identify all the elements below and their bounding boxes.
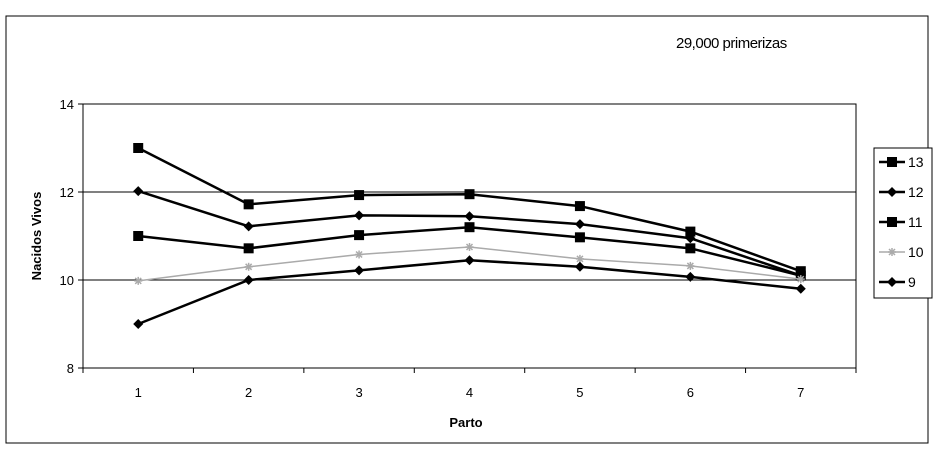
- data-point-9-1: [133, 319, 144, 329]
- legend-item-11: 11: [879, 214, 923, 230]
- x-tick-label: 4: [466, 385, 473, 400]
- data-point-11-5: [574, 232, 585, 243]
- series-line-9: [137, 258, 801, 326]
- data-point-10-6: [686, 261, 695, 270]
- y-tick-label: 8: [67, 361, 74, 376]
- data-point-10-5: [575, 254, 584, 263]
- data-point-13-6: [685, 226, 696, 237]
- x-tick-label: 5: [576, 385, 583, 400]
- data-point-12-5: [574, 219, 585, 230]
- series-9: [133, 255, 806, 329]
- data-point-10-1: [134, 276, 143, 285]
- series-line-13: [137, 146, 802, 273]
- legend-label: 13: [908, 154, 924, 170]
- data-point-13-3: [354, 190, 365, 201]
- legend-label: 11: [908, 214, 923, 230]
- legend-item-12: 12: [879, 184, 924, 200]
- x-tick-label: 1: [135, 385, 142, 400]
- data-point-9-6: [685, 271, 696, 282]
- data-point-10-7: [796, 275, 805, 284]
- data-point-12-6: [685, 233, 696, 244]
- gridlines: [83, 191, 856, 281]
- x-tick-label: 7: [797, 385, 804, 400]
- legend-item-13: 13: [879, 154, 924, 170]
- data-point-9-5: [574, 261, 585, 272]
- plot-area: [82, 103, 857, 369]
- data-point-13-2: [243, 199, 254, 210]
- data-point-13-4: [464, 189, 475, 200]
- legend-label: 10: [908, 244, 924, 260]
- data-point-11-1: [133, 231, 144, 241]
- y-tick-label: 10: [60, 273, 74, 288]
- data-point-11-6: [685, 243, 696, 254]
- series-12: [133, 186, 806, 281]
- data-point-12-2: [243, 221, 254, 232]
- y-tick-label: 12: [60, 185, 74, 200]
- series-11: [133, 222, 806, 281]
- data-point-9-7: [795, 283, 806, 294]
- data-point-11-3: [354, 230, 365, 241]
- legend-label: 9: [908, 274, 916, 290]
- data-point-9-3: [354, 265, 365, 276]
- data-point-12-3: [354, 210, 365, 221]
- legend-item-10: 10: [879, 244, 924, 260]
- legend-marker: [888, 248, 896, 256]
- data-point-13-1: [133, 143, 144, 153]
- x-tick-label: 3: [355, 385, 362, 400]
- legend-marker: [887, 217, 897, 227]
- legend: 13 12 11 10 9: [873, 147, 933, 299]
- x-axis-title: Parto: [449, 415, 482, 430]
- data-point-12-4: [464, 211, 475, 222]
- legend-item-9: 9: [879, 274, 916, 290]
- data-point-13-5: [574, 201, 585, 212]
- y-axis-title: Nacidos Vivos: [29, 192, 44, 281]
- legend-marker: [887, 157, 897, 167]
- data-point-12-1: [133, 186, 144, 197]
- chart-annotation: 29,000 primerizas: [676, 35, 787, 52]
- data-point-10-2: [244, 262, 253, 271]
- x-tick-label: 6: [687, 385, 694, 400]
- data-point-11-2: [243, 243, 254, 254]
- data-point-10-3: [355, 250, 364, 259]
- data-point-10-4: [465, 243, 474, 251]
- data-point-11-4: [464, 222, 475, 233]
- data-point-9-4: [464, 255, 475, 266]
- series-group: [133, 143, 806, 329]
- series-10: [134, 243, 805, 285]
- legend-marker: [887, 277, 897, 287]
- legend-label: 12: [908, 184, 924, 200]
- y-tick-label: 14: [60, 97, 74, 112]
- x-tick-label: 2: [245, 385, 252, 400]
- legend-marker: [887, 187, 897, 197]
- data-point-9-2: [243, 275, 254, 285]
